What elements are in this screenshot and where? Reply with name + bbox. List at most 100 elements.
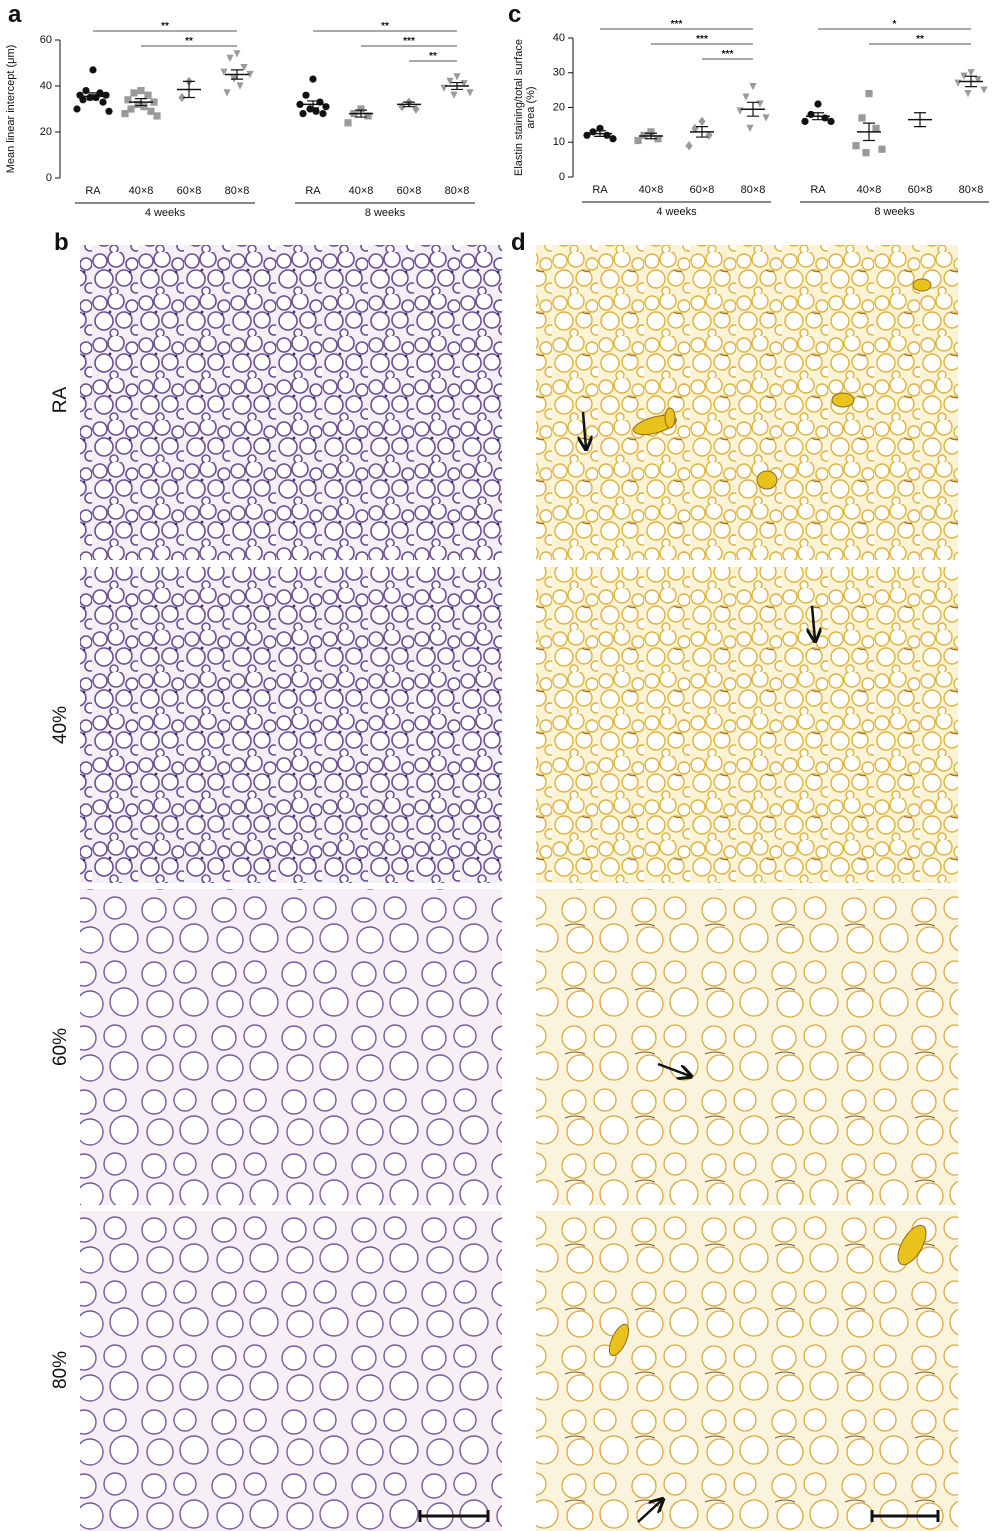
x-tick-label: 60×8 <box>908 184 933 196</box>
y-axis-label: Elastin staining/total surface <box>513 39 525 176</box>
data-point <box>144 91 152 99</box>
error-bar <box>812 112 824 121</box>
y-tick-label: 40 <box>553 32 565 44</box>
y-tick-label: 30 <box>553 67 565 79</box>
data-point <box>240 64 248 72</box>
data-point <box>226 54 234 62</box>
group-label: 8 weeks <box>874 206 915 218</box>
data-point <box>954 79 962 87</box>
data-point <box>446 77 454 85</box>
x-tick-label: RA <box>810 184 826 196</box>
micrograph-he <box>80 245 502 560</box>
y-tick-label: 40 <box>40 80 52 92</box>
significance-label: ** <box>381 21 389 32</box>
micrograph-he <box>80 567 502 883</box>
data-point <box>150 98 158 106</box>
x-tick-label: 80×8 <box>445 185 470 197</box>
data-point <box>153 112 161 120</box>
x-tick-label: 80×8 <box>959 184 984 196</box>
error-bar <box>645 132 657 140</box>
data-point <box>296 100 304 108</box>
data-point <box>807 110 815 119</box>
error-bar <box>231 69 243 80</box>
vessels <box>608 278 932 1357</box>
micrograph-elastin <box>536 245 958 560</box>
x-tick-label: RA <box>305 185 321 197</box>
data-point <box>236 82 244 90</box>
data-point <box>762 114 770 122</box>
data-point <box>312 107 320 115</box>
significance-label: *** <box>671 19 683 30</box>
row-label: 80% <box>50 1351 71 1389</box>
micrograph-he <box>80 1211 502 1531</box>
error-bar <box>307 100 319 109</box>
significance-label: *** <box>403 36 415 47</box>
data-point <box>127 105 135 113</box>
panel-label: d <box>511 229 526 256</box>
data-point <box>147 107 155 115</box>
error-bar <box>183 80 195 99</box>
data-point <box>596 124 604 132</box>
y-tick-label: 0 <box>46 172 52 184</box>
error-bar <box>403 101 415 108</box>
data-point <box>609 135 617 143</box>
data-point <box>302 91 310 99</box>
data-point <box>967 69 975 77</box>
group-label: 4 weeks <box>656 206 697 218</box>
error-bar <box>355 109 367 118</box>
data-point <box>736 107 744 115</box>
significance-label: * <box>893 19 897 30</box>
data-point <box>647 128 655 136</box>
group-label: 8 weeks <box>365 207 406 219</box>
data-point <box>357 105 365 113</box>
data-point <box>124 96 132 104</box>
data-point <box>742 93 750 101</box>
data-point <box>698 116 706 126</box>
data-point <box>746 124 754 132</box>
y-tick-label: 20 <box>40 126 52 138</box>
data-point <box>121 110 129 118</box>
data-point <box>974 76 982 84</box>
data-point <box>852 142 860 150</box>
x-tick-label: RA <box>592 184 608 196</box>
data-point <box>137 87 145 95</box>
significance-label: ** <box>161 21 169 32</box>
micrograph-grid <box>80 245 958 1531</box>
data-point <box>73 105 81 113</box>
y-tick-label: 20 <box>553 101 565 113</box>
error-bar <box>696 126 708 138</box>
y-tick-label: 10 <box>553 136 565 148</box>
x-tick-label: 60×8 <box>690 184 715 196</box>
micrograph-elastin <box>536 1211 958 1531</box>
data-point <box>980 86 988 94</box>
data-point <box>306 105 314 113</box>
data-point <box>319 110 327 118</box>
data-point <box>749 83 757 91</box>
data-point <box>589 128 597 136</box>
error-bar <box>914 112 926 128</box>
micrograph-elastin <box>536 889 958 1205</box>
row-label: 60% <box>50 1028 71 1066</box>
data-point <box>453 73 461 81</box>
data-point <box>309 75 317 83</box>
data-point <box>364 112 372 120</box>
data-point <box>801 117 809 125</box>
data-point <box>450 91 458 99</box>
panel-label: b <box>54 229 69 256</box>
significance-label: *** <box>696 34 708 45</box>
data-point <box>89 66 97 74</box>
data-point <box>685 141 693 151</box>
data-point <box>223 89 231 97</box>
data-point <box>130 89 138 97</box>
data-point <box>814 100 822 108</box>
data-point <box>862 149 870 157</box>
y-tick-label: 0 <box>559 171 565 183</box>
data-point <box>756 100 764 108</box>
data-point <box>460 80 468 88</box>
error-bar <box>747 101 759 117</box>
data-point <box>827 117 835 125</box>
error-bar <box>594 130 606 137</box>
x-tick-label: RA <box>85 185 101 197</box>
data-point <box>865 90 873 98</box>
data-point <box>412 104 420 114</box>
